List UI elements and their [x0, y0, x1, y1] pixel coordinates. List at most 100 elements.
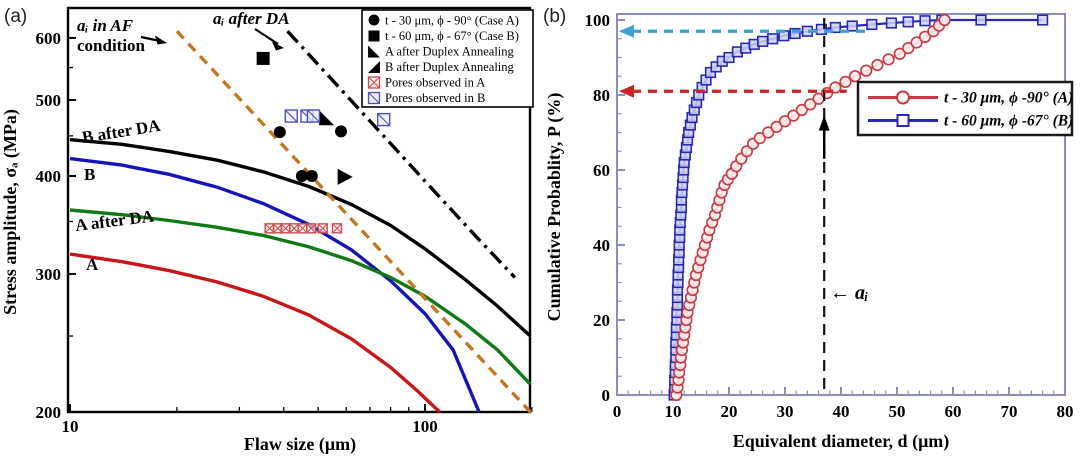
curve-aᵢ-after-da: [286, 30, 517, 279]
series-a-circle-marker: [893, 47, 906, 60]
ai-up-arrow-icon: [818, 115, 830, 131]
series-a-circle-marker: [804, 98, 817, 111]
series-b-square-marker: [846, 20, 858, 32]
legend-a-item-2: t - 60 μm, ϕ - 67° (Case B): [385, 29, 519, 43]
legend-filled-circle-icon: [368, 14, 380, 26]
b-y-tick-label: 60: [593, 161, 610, 180]
b-x-tick-label: 0: [613, 402, 622, 421]
marker-filled-square: [256, 51, 270, 65]
series-a-circle-marker: [795, 103, 808, 117]
series-b-square-marker: [829, 21, 842, 34]
marker-triangle-b: [337, 168, 353, 185]
marker-pore-a-x: [306, 223, 317, 234]
series-a-circle-marker: [770, 120, 783, 133]
b-x-tick-label: 20: [721, 402, 738, 421]
series-a-circle-marker: [882, 53, 895, 66]
legend-b-item-2: t - 60 μm, ϕ -67° (B): [944, 113, 1073, 130]
marker-pore-a-x: [297, 223, 308, 234]
series-a-circle-marker: [910, 36, 923, 49]
series-a-circle-marker: [778, 115, 792, 128]
a-x-tick-label: 100: [412, 417, 438, 436]
legend-triangle-b-icon: [368, 61, 380, 73]
annotation-ai-af-line1: aᵢ in AF: [77, 16, 134, 35]
series-a-circle-marker: [860, 64, 873, 77]
b-x-tick-label: 50: [889, 402, 906, 421]
arrow-to-af-line-icon: [140, 35, 167, 45]
b-x-tick-label: 10: [665, 402, 682, 421]
red-guide-arrowhead-icon: [619, 84, 634, 98]
a-y-tick-label: 600: [36, 29, 62, 48]
legend-a-item-1: t - 30 μm, ϕ - 90° (Case A): [385, 14, 519, 28]
series-b-square-marker: [1036, 14, 1049, 26]
annotation-ai-after-da: aᵢ after DA: [213, 9, 290, 28]
series-b-square-marker: [885, 17, 898, 29]
series-a-circle-marker: [787, 109, 800, 122]
series-a-circle-marker: [753, 132, 766, 145]
a-y-tick-label: 500: [36, 91, 62, 110]
series-a-circle-marker: [848, 70, 862, 83]
curve-aᵢ-in-af-condition: [175, 30, 534, 415]
curve-label-b: B: [84, 165, 95, 184]
series-b-square-marker: [902, 16, 914, 28]
b-y-tick-label: 0: [602, 386, 611, 405]
annotation-ai-af-line2: condition: [77, 36, 146, 55]
series-a-circle-marker: [871, 58, 884, 72]
panel-a-x-axis-title: Flaw size (μm): [244, 434, 356, 455]
a-x-tick-label: 10: [62, 417, 79, 436]
panel-b-label: (b): [543, 6, 566, 27]
legend-blue-square-series-icon: [868, 114, 938, 127]
series-b-square-marker: [866, 18, 878, 31]
a-y-tick-label: 200: [36, 403, 62, 422]
series-a-circle-marker: [918, 30, 932, 43]
series-a-circle-marker: [839, 75, 852, 88]
legend-a-item-3: A after Duplex Annealing: [385, 45, 515, 59]
series-b-square-marker: [757, 35, 769, 47]
legend-red-circle-series-icon: [868, 90, 938, 105]
panel-a-frame: [66, 6, 532, 414]
legend-triangle-a-icon: [368, 45, 380, 58]
b-y-tick-label: 80: [593, 86, 610, 105]
marker-filled-circle: [295, 169, 308, 182]
b-x-tick-label: 70: [1001, 402, 1018, 421]
blue-guide-arrowhead-icon: [619, 24, 634, 38]
series-a-circle-marker: [762, 126, 775, 139]
curve-label-a: A: [86, 255, 99, 274]
panel-b-dynamic-layer: 0 10 20 30 40 50 60 70 80 0 20 40 60 80 100: [585, 11, 1074, 421]
panel-a-legend: t - 30 μm, ϕ - 90° (Case A) t - 60 μm, ϕ…: [361, 9, 534, 108]
marker-pore-a-x: [332, 223, 342, 234]
a-y-tick-label: 400: [36, 167, 62, 186]
panel-b-y-axis-title: Cumulative Probablity, P (%): [544, 93, 565, 322]
arrow-to-da-line-icon: [254, 28, 284, 51]
panel-b-legend: t - 30 μm, ϕ -90° (A) t - 60 μm, ϕ -67° …: [856, 80, 1073, 137]
b-x-tick-label: 30: [777, 402, 794, 421]
series-b-square-marker: [975, 14, 987, 26]
series-b-square-marker: [815, 23, 828, 35]
annotation-ai-marker: ← aᵢ: [830, 282, 868, 304]
series-b-square-marker: [723, 51, 735, 64]
curve-a: [69, 252, 441, 414]
legend-a-item-5: Pores observed in A: [385, 76, 485, 90]
panel-a-label: (a): [4, 6, 27, 27]
series-b-square-marker: [767, 33, 779, 45]
marker-pore-a-x: [280, 223, 291, 234]
legend-filled-square-icon: [368, 30, 380, 42]
marker-pore-a-x: [317, 223, 328, 234]
legend-a-item-6: Pores observed in B: [385, 91, 485, 105]
series-b-square-marker: [789, 27, 801, 40]
legend-diag-square-icon: [367, 91, 381, 105]
panel-a-y-axis-title: Stress amplitude, σₐ (MPa): [0, 109, 21, 315]
marker-pore-b-diag: [284, 109, 298, 123]
marker-filled-circle: [305, 169, 318, 182]
marker-pore-a-x: [289, 223, 300, 234]
panel-b-x-axis-title: Equivalent diameter, d (μm): [733, 431, 950, 452]
marker-pore-b-diag: [307, 109, 320, 123]
series-b-square-marker: [919, 15, 931, 27]
marker-triangle-a: [319, 110, 335, 126]
legend-crossed-square-icon: [367, 76, 381, 89]
b-y-tick-label: 40: [593, 236, 610, 255]
a-y-tick-label: 300: [36, 265, 62, 284]
series-a-circle-marker: [902, 42, 915, 55]
panel-a-dynamic-layer: 200 300 400 500 600 10 100: [36, 6, 534, 436]
